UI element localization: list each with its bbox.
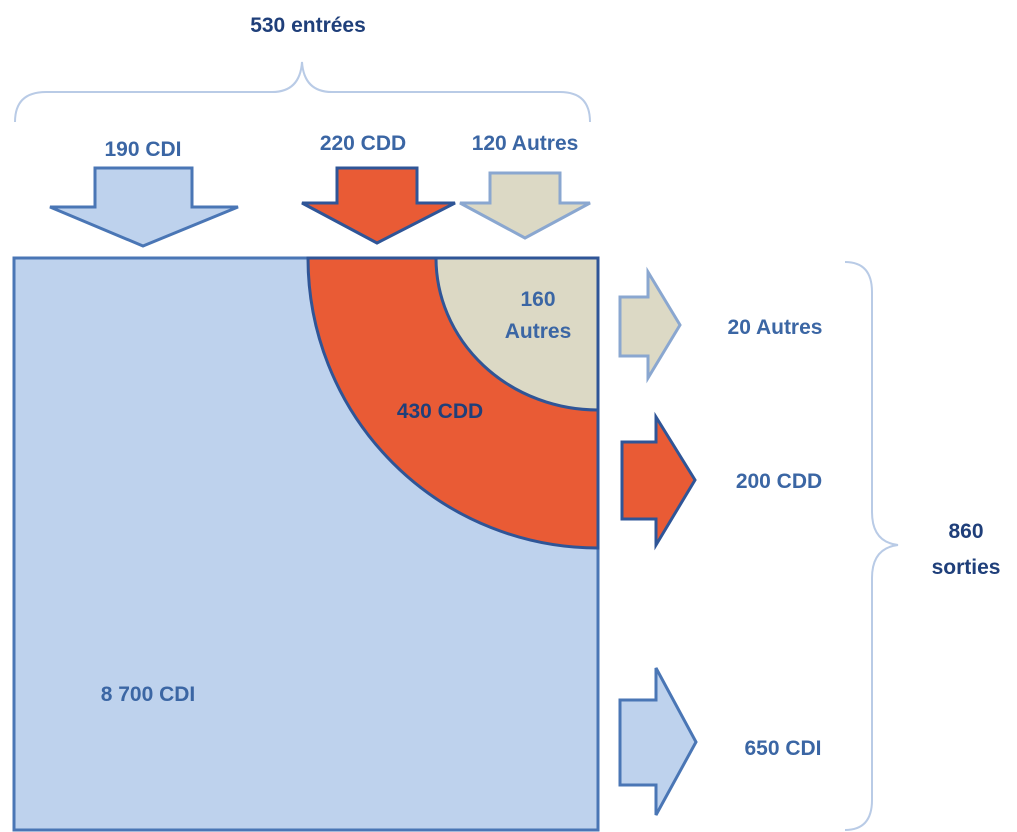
- exit-cdd-arrow: [620, 411, 697, 551]
- entry-cdi-label: 190 CDI: [104, 138, 181, 161]
- exits-total-label-line1: 860: [948, 520, 983, 543]
- stock-autres-label-line2: Autres: [505, 320, 572, 343]
- stock-cdd-label: 430 CDD: [397, 400, 483, 423]
- exit-autres-arrow: [618, 266, 682, 384]
- stock-autres-area: [434, 256, 600, 412]
- exit-autres-label: 20 Autres: [728, 316, 823, 339]
- exit-cdi-label: 650 CDI: [744, 737, 821, 760]
- entries-brace: [14, 61, 591, 123]
- exits-brace: [844, 261, 899, 831]
- exits-total-label-line2: sorties: [932, 556, 1001, 579]
- stock-cdi-label: 8 700 CDI: [101, 683, 196, 706]
- entry-autres-label: 120 Autres: [472, 132, 579, 155]
- exit-cdi-arrow: [618, 667, 698, 816]
- entry-autres-arrow: [459, 171, 591, 240]
- exit-cdd-label: 200 CDD: [736, 470, 822, 493]
- entry-cdi-arrow: [49, 166, 239, 248]
- stock-autres-label-line1: 160: [520, 288, 555, 311]
- entry-cdd-arrow: [301, 166, 456, 245]
- entry-cdd-label: 220 CDD: [320, 132, 406, 155]
- entries-total-label: 530 entrées: [250, 14, 366, 37]
